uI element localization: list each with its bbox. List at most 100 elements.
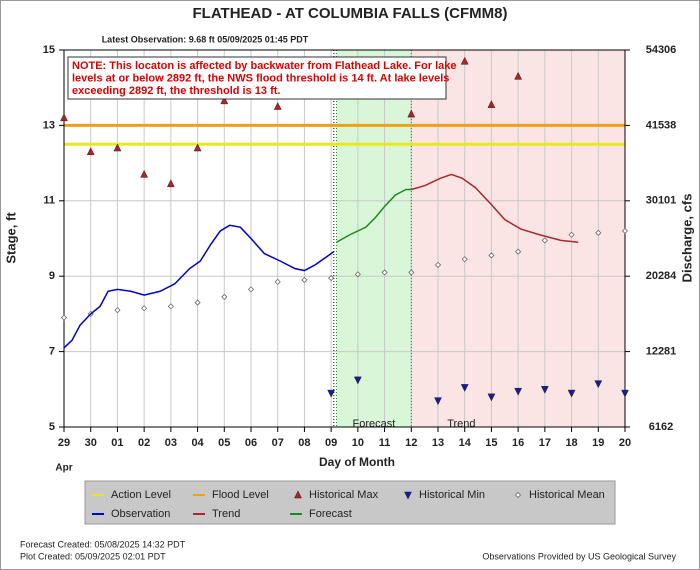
mean-marker xyxy=(488,252,495,259)
max-marker xyxy=(294,490,302,499)
min-marker xyxy=(594,380,603,389)
mean-marker xyxy=(568,231,575,238)
note-text: levels at or below 2892 ft, the NWS floo… xyxy=(72,72,449,84)
x-tick-label: 12 xyxy=(405,437,417,449)
max-marker xyxy=(514,71,523,80)
subtitle: Latest Observation: 9.68 ft 05/09/2025 0… xyxy=(102,34,309,44)
x-tick-label: 15 xyxy=(485,437,497,449)
mean-marker xyxy=(541,237,548,244)
legend-label: Forecast xyxy=(309,508,352,520)
series-line xyxy=(411,173,579,244)
mean-marker xyxy=(354,271,361,278)
min-marker xyxy=(514,387,523,396)
max-marker xyxy=(273,101,282,110)
y2-tick-label: 41538 xyxy=(646,119,677,131)
legend-box xyxy=(84,480,616,525)
mean-marker xyxy=(274,278,281,285)
plot-border xyxy=(63,49,626,428)
y-axis-title: Stage, ft xyxy=(3,212,18,264)
mean-marker xyxy=(141,305,148,312)
mean-marker xyxy=(621,227,629,235)
x-tick-label: 19 xyxy=(592,437,604,449)
mean-marker xyxy=(114,307,121,314)
x-tick-label: 10 xyxy=(352,437,364,449)
shade-region xyxy=(336,50,412,427)
max-marker xyxy=(113,143,122,152)
legend-label: Action Level xyxy=(111,489,171,501)
y-tick-label: 5 xyxy=(49,421,55,433)
month-label: Apr xyxy=(55,463,72,474)
y2-tick-label: 6162 xyxy=(649,421,673,433)
mean-marker xyxy=(60,314,68,321)
note-box xyxy=(67,56,447,100)
max-marker xyxy=(487,100,496,108)
series-line xyxy=(336,188,412,243)
y2-tick-label: 12281 xyxy=(646,346,677,358)
x-tick-label: 29 xyxy=(58,437,70,449)
x-tick-label: 17 xyxy=(539,437,551,449)
mean-marker xyxy=(247,286,255,293)
min-marker xyxy=(460,384,469,392)
x-tick-label: 20 xyxy=(619,437,631,449)
legend-label: Historical Min xyxy=(419,489,485,501)
credit: Observations Provided by US Geological S… xyxy=(482,551,676,561)
y-tick-label: 13 xyxy=(43,119,55,131)
mean-marker xyxy=(381,269,388,276)
max-marker xyxy=(140,169,149,178)
series-line xyxy=(63,224,335,349)
y-tick-label: 9 xyxy=(49,270,55,282)
min-marker xyxy=(327,389,336,398)
mean-marker xyxy=(301,276,308,284)
max-marker xyxy=(86,147,95,156)
x-tick-label: 04 xyxy=(191,437,204,449)
min-marker xyxy=(487,393,496,402)
y2-tick-label: 30101 xyxy=(646,195,677,207)
mean-marker xyxy=(595,229,602,236)
x-tick-label: 01 xyxy=(111,437,123,449)
note-text: NOTE: This locaton is affected by backwa… xyxy=(72,60,457,72)
y2-tick-label: 20284 xyxy=(646,270,677,282)
x-tick-label: 30 xyxy=(85,437,97,449)
max-marker xyxy=(220,96,229,105)
x-tick-label: 03 xyxy=(165,437,177,449)
mean-marker xyxy=(514,491,522,499)
mean-marker xyxy=(167,303,174,310)
legend-label: Flood Level xyxy=(212,489,269,501)
y-tick-label: 7 xyxy=(49,346,55,358)
x-tick-label: 06 xyxy=(245,437,257,449)
max-marker xyxy=(166,179,175,188)
x-tick-label: 02 xyxy=(138,437,150,449)
mean-marker xyxy=(461,256,468,263)
min-marker xyxy=(353,376,362,385)
region-label: Forecast xyxy=(352,418,395,430)
x-tick-label: 13 xyxy=(432,437,444,449)
x-tick-label: 08 xyxy=(298,437,310,449)
x-tick-label: 05 xyxy=(218,437,230,449)
max-marker xyxy=(60,113,68,122)
y-tick-label: 11 xyxy=(43,195,55,207)
min-marker xyxy=(567,389,576,398)
note-text: exceeding 2892 ft, the threshold is 13 f… xyxy=(72,85,280,97)
y2-tick-label: 54306 xyxy=(646,44,677,56)
mean-marker xyxy=(328,275,335,282)
x-tick-label: 07 xyxy=(272,437,284,449)
legend-label: Trend xyxy=(212,508,240,520)
min-marker xyxy=(540,386,549,394)
y-tick-label: 15 xyxy=(43,44,55,56)
mean-marker xyxy=(408,269,415,276)
mean-marker xyxy=(515,248,522,255)
x-tick-label: 18 xyxy=(565,437,577,449)
x-tick-label: 16 xyxy=(512,437,524,449)
mean-marker xyxy=(434,261,442,268)
plot-created: Plot Created: 05/09/2025 02:01 PDT xyxy=(20,551,166,561)
legend-label: Historical Mean xyxy=(529,489,605,501)
x-tick-label: 11 xyxy=(379,437,391,449)
mean-marker xyxy=(194,299,201,306)
max-marker xyxy=(407,109,416,118)
max-marker xyxy=(193,143,202,152)
x-axis-title: Day of Month xyxy=(319,455,395,469)
min-marker xyxy=(621,389,629,398)
min-marker xyxy=(404,491,412,500)
chart-title: FLATHEAD - AT COLUMBIA FALLS (CFMM8) xyxy=(193,5,508,22)
